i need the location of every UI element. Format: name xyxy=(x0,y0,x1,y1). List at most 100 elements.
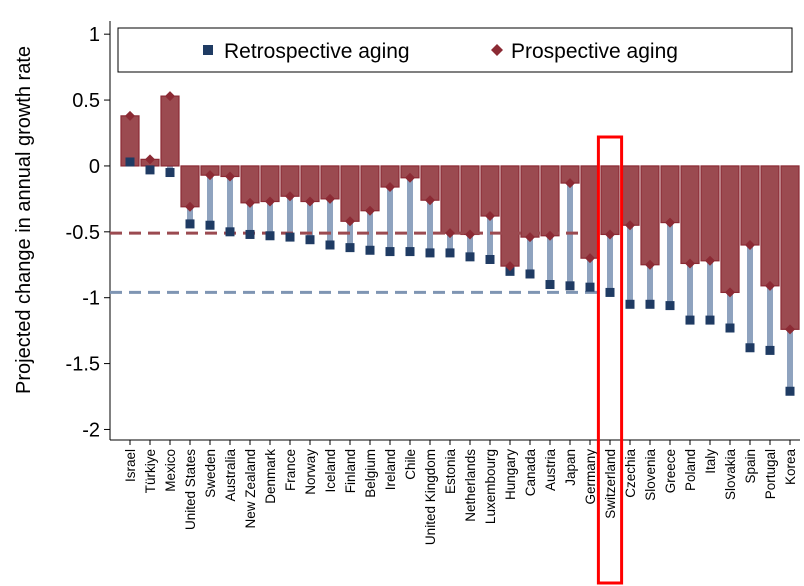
prospective-bar xyxy=(240,165,260,204)
prospective-marker xyxy=(205,170,215,181)
prospective-marker xyxy=(405,172,415,183)
prospective-marker xyxy=(245,197,255,208)
x-tick-label: Greece xyxy=(663,449,678,493)
x-tick-label: Sweden xyxy=(203,449,218,498)
x-tick-label: Luxembourg xyxy=(483,449,498,524)
prospective-marker xyxy=(585,253,595,264)
prospective-marker xyxy=(485,211,495,222)
retrospective-marker xyxy=(425,248,435,258)
retrospective-marker xyxy=(565,281,575,291)
prospective-marker xyxy=(225,171,235,182)
retrospective-bar xyxy=(387,165,393,252)
retrospective-marker xyxy=(385,247,395,257)
retrospective-marker xyxy=(325,240,335,250)
legend-marker xyxy=(491,44,503,56)
x-tick-label: United States xyxy=(183,449,198,530)
retrospective-bar xyxy=(627,165,633,305)
retrospective-bar xyxy=(327,165,333,245)
retrospective-marker xyxy=(605,287,615,297)
prospective-marker xyxy=(145,154,155,165)
prospective-marker xyxy=(385,182,395,193)
prospective-bar xyxy=(260,165,280,203)
x-tick-label: Japan xyxy=(563,449,578,486)
prospective-bar xyxy=(580,165,600,259)
retrospective-bar xyxy=(207,165,213,226)
prospective-marker xyxy=(725,287,735,298)
prospective-marker xyxy=(325,193,335,204)
prospective-marker xyxy=(165,91,175,102)
y-tick-label: 1 xyxy=(89,24,100,46)
prospective-marker xyxy=(285,191,295,202)
prospective-marker xyxy=(465,229,475,240)
x-tick-label: France xyxy=(283,449,298,491)
retrospective-marker xyxy=(665,301,675,311)
prospective-marker xyxy=(185,201,195,212)
prospective-marker xyxy=(765,280,775,291)
x-tick-label: Chile xyxy=(403,449,418,480)
prospective-marker xyxy=(545,230,555,241)
y-tick-label: -1.5 xyxy=(66,354,100,376)
prospective-marker xyxy=(125,110,135,121)
prospective-marker xyxy=(445,228,455,239)
retrospective-marker xyxy=(545,280,555,290)
prospective-bar xyxy=(440,165,460,234)
x-tick-label: United Kingdom xyxy=(423,449,438,545)
retrospective-marker xyxy=(645,299,655,309)
prospective-marker xyxy=(505,261,515,272)
retrospective-marker xyxy=(265,231,275,241)
y-tick-label: -1 xyxy=(82,288,100,310)
x-tick-label: Hungary xyxy=(503,449,518,500)
retrospective-bar xyxy=(567,165,573,286)
prospective-bar xyxy=(680,165,700,265)
retrospective-marker xyxy=(725,323,735,333)
prospective-marker xyxy=(425,195,435,206)
prospective-bar xyxy=(600,165,620,236)
retrospective-marker xyxy=(465,252,475,262)
prospective-marker xyxy=(265,196,275,207)
retrospective-marker xyxy=(485,254,495,264)
x-tick-label: Austria xyxy=(543,449,558,492)
retrospective-marker xyxy=(365,245,375,255)
legend-marker xyxy=(203,45,213,55)
retrospective-marker xyxy=(445,248,455,258)
x-tick-label: Korea xyxy=(783,449,798,486)
prospective-marker xyxy=(665,217,675,228)
x-tick-label: Czechia xyxy=(623,449,638,498)
retrospective-bar xyxy=(747,165,753,348)
prospective-marker xyxy=(605,229,615,240)
retrospective-marker xyxy=(185,219,195,229)
prospective-marker xyxy=(645,259,655,270)
x-tick-label: Italy xyxy=(703,449,718,474)
prospective-bar xyxy=(420,165,440,201)
prospective-bar xyxy=(760,165,780,287)
prospective-bar xyxy=(640,165,660,266)
prospective-bar xyxy=(340,165,360,222)
retrospective-marker xyxy=(625,299,635,309)
y-tick-label: 0 xyxy=(89,156,100,178)
x-tick-label: Canada xyxy=(523,449,538,497)
retrospective-bar xyxy=(407,165,413,252)
retrospective-marker xyxy=(745,343,755,353)
retrospective-bar xyxy=(227,165,233,232)
retrospective-marker xyxy=(505,266,515,276)
y-tick-label: -2 xyxy=(82,419,100,441)
x-tick-label: New Zealand xyxy=(243,449,258,529)
prospective-marker xyxy=(785,324,795,335)
retrospective-marker xyxy=(345,243,355,253)
retrospective-bar xyxy=(427,165,433,253)
prospective-bar xyxy=(660,165,680,224)
retrospective-marker xyxy=(705,315,715,325)
retrospective-marker xyxy=(145,165,155,175)
prospective-bar xyxy=(360,165,380,212)
x-tick-label: Germany xyxy=(583,449,598,505)
x-tick-label: Israel xyxy=(123,449,138,482)
x-tick-label: Denmark xyxy=(263,449,278,504)
prospective-bar xyxy=(180,165,200,208)
prospective-bar xyxy=(540,165,560,237)
highlight-box xyxy=(596,135,624,585)
y-tick-label: -0.5 xyxy=(66,222,100,244)
x-tick-label: Norway xyxy=(303,449,318,495)
legend-box xyxy=(117,27,793,73)
x-tick-label: Portugal xyxy=(763,449,778,499)
